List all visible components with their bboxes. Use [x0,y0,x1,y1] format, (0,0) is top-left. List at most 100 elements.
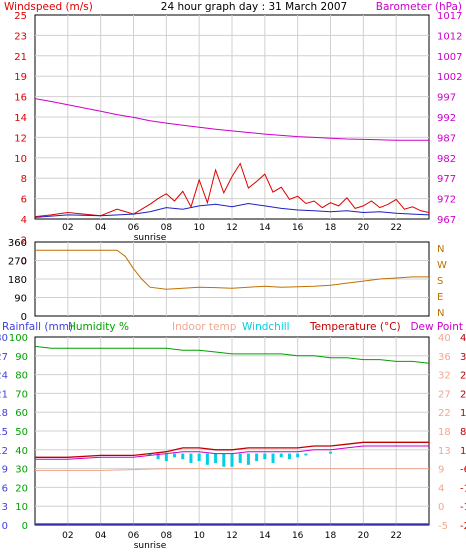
compass-tick-label: N [437,308,444,319]
indoor-tick-label: 40 [438,333,451,344]
x-tick-label: 20 [358,531,370,541]
temperature-tick-label: 8 [460,427,466,438]
x-tick-label: 12 [226,531,237,541]
windspeed-tick-label: 19 [14,72,27,83]
panel1-left-ticks: 25 23 21 19 16 14 12 10 8 6 4 2 0 [14,11,27,267]
panel3-grid [35,337,429,525]
barometer-tick-label: 1007 [437,52,462,63]
x-tick-label: 10 [193,531,205,541]
windspeed-tick-label: 6 [21,195,27,206]
x-tick-label: 10 [193,223,205,233]
rainfall-tick-label: 9 [2,465,8,476]
panel-temperature-humidity: Rainfall (mm) Humidity % Indoor temp Win… [0,321,466,551]
windspeed-tick-label: 8 [21,174,27,185]
barometer-tick-label: 982 [437,154,456,165]
windspeed-tick-label: 0 [21,256,27,267]
panel1-right-ticks: 1017 1012 1007 1002 997 992 987 982 977 972 967 [437,11,462,226]
compass-tick-label: S [437,276,443,287]
direction-tick-label: 180 [8,275,27,286]
windspeed-tick-label: 10 [14,154,27,165]
rainfall-tick-label: 27 [0,352,8,363]
windspeed-tick-label: 23 [14,31,27,42]
humidity-tick-label: 50 [15,427,28,438]
rainfall-tick-label: 18 [0,408,8,419]
barometer-tick-label: 992 [437,113,456,124]
sunrise-label: sunrise [134,233,167,243]
rainfall-tick-label: 15 [0,427,8,438]
windspeed-tick-label: 14 [14,113,27,124]
humidity-tick-label: 0 [22,521,28,532]
direction-series-line [35,249,429,290]
temperature-tick-label: -12 [460,483,466,494]
chart-title: 24 hour graph day : 31 March 2007 [161,1,347,13]
x-tick-label: 02 [62,531,73,541]
panel3-axis-ticks: 3010040402790363424803227217027211860221… [0,333,466,532]
humidity-series-line [34,345,430,364]
temperature-tick-label: 40 [460,333,466,344]
x-tick-label: 14 [259,531,271,541]
compass-tick-label: E [437,292,443,303]
humidity-tick-label: 30 [15,465,28,476]
windspeed-tick-label: 4 [21,215,27,226]
barometer-series-line [34,98,429,141]
humidity-axis-label: Humidity % [68,321,129,333]
compass-tick-label: W [437,260,447,271]
indoor-tick-label: 0 [438,502,444,513]
panel1-grid [35,15,429,219]
rainfall-tick-label: 12 [0,446,8,457]
temperature-tick-label: 21 [460,389,466,400]
temperature-axis-label: Temperature (°C) [309,321,401,333]
compass-tick-label: N [437,244,444,255]
humidity-tick-label: 100 [9,333,28,344]
barometer-tick-label: 987 [437,133,456,144]
x-tick-label: 22 [390,531,401,541]
barometer-tick-label: 972 [437,195,456,206]
indoor-tick-label: 32 [438,371,451,382]
windspeed-tick-label: 16 [14,93,27,104]
indoor-tick-label: -5 [438,521,448,532]
windspeed-tick-label: 2 [21,235,27,246]
windchill-series-bars [148,451,332,467]
rainfall-tick-label: 0 [2,521,8,532]
x-tick-label: 16 [292,223,304,233]
humidity-tick-label: 40 [15,446,28,457]
panel1-x-ticks: 02 04 06 08 10 12 14 16 18 20 22 [62,223,402,233]
windspeed-tick-label: 21 [14,52,27,63]
temperature-tick-label: 1 [460,446,466,457]
humidity-tick-label: 70 [15,389,28,400]
windchill-axis-label: Windchill [242,321,290,333]
windspeed-tick-label: 25 [14,11,27,22]
barometer-tick-label: 977 [437,174,456,185]
humidity-tick-label: 80 [15,371,28,382]
indoor-tick-label: 18 [438,427,451,438]
indoor-tick-label: 36 [438,352,451,363]
rainfall-tick-label: 21 [0,389,8,400]
indoor-tick-label: 27 [438,389,451,400]
x-tick-label: 08 [161,531,173,541]
direction-tick-label: 90 [14,294,27,305]
indoor-axis-label: Indoor temp [172,321,237,333]
panel2-grid [35,242,429,316]
indoor-tick-label: 22 [438,408,451,419]
direction-tick-label: 0 [21,312,27,323]
indoor-tick-label: 4 [438,483,444,494]
x-tick-label: 04 [95,223,107,233]
temperature-tick-label: 34 [460,352,466,363]
x-tick-label: 16 [292,531,304,541]
panel3-x-ticks: 02 04 06 08 10 12 14 16 18 20 22 [62,531,402,541]
x-tick-label: 06 [128,531,140,541]
rainfall-axis-label: Rainfall (mm) [2,321,73,333]
temperature-tick-label: -25 [460,521,466,532]
temperature-tick-label: -19 [460,502,466,513]
sunrise-label-2: sunrise [134,541,167,551]
x-tick-label: 18 [325,223,337,233]
x-tick-label: 20 [358,223,370,233]
barometer-tick-label: 1012 [437,31,462,42]
humidity-tick-label: 10 [15,502,28,513]
rainfall-tick-label: 6 [2,483,8,494]
panel-wind-barometer: Windspeed (m/s) 24 hour graph day : 31 M… [4,1,462,267]
humidity-tick-label: 60 [15,408,28,419]
